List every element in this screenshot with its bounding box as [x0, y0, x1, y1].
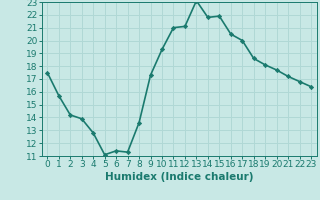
X-axis label: Humidex (Indice chaleur): Humidex (Indice chaleur)	[105, 172, 253, 182]
